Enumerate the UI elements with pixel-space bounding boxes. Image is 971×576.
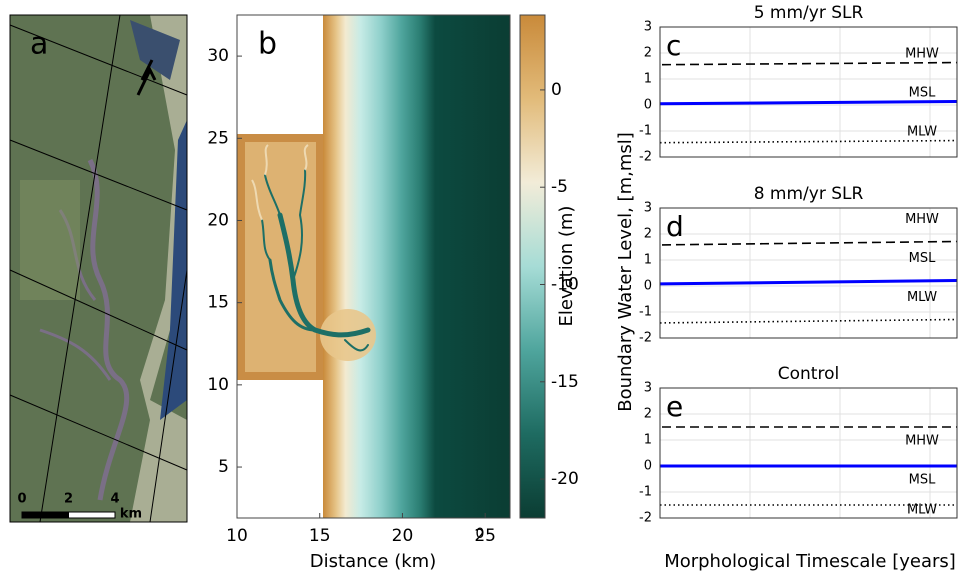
- plot-frame: [659, 26, 958, 158]
- scale-segment: [68, 511, 116, 519]
- y-tick-label: -1: [639, 305, 652, 320]
- y-tick-label: 0: [644, 459, 652, 474]
- plot-frame: [659, 207, 958, 339]
- series-label: MSL: [909, 251, 936, 266]
- y-tick-label: 0: [644, 98, 652, 113]
- colorbar-tick-label: -10: [551, 274, 579, 294]
- y-tick-label: 2: [644, 46, 652, 61]
- y-tick-label: 5: [218, 457, 229, 477]
- series-label: MHW: [905, 212, 939, 227]
- chart-title: 8 mm/yr SLR: [754, 184, 864, 204]
- panel: -2-10123050100150200MHWMSLMLWControle: [476, 364, 958, 542]
- y-tick-label: 3: [644, 201, 652, 216]
- scale-tick-label: 4: [110, 492, 119, 507]
- y-tick-label: -2: [639, 331, 652, 346]
- elevation-map: [237, 15, 510, 518]
- panel: -2 -1 0 1 2 3 MHW MSL MLW 5 mm/yr SLR c: [639, 3, 958, 165]
- y-tick-label: 1: [644, 72, 652, 87]
- panel-label: d: [666, 210, 684, 243]
- colorbar-label: Elevation (m): [556, 206, 577, 327]
- x-tick-label: 20: [392, 526, 414, 546]
- y-tick-label: 2: [644, 407, 652, 422]
- x-tick-label: 15: [309, 526, 331, 546]
- colorbar-tick-label: 0: [551, 80, 562, 100]
- y-tick-label: 30: [207, 46, 229, 66]
- x-axis-label: Morphological Timescale [years]: [664, 551, 956, 572]
- panel-label: a: [30, 27, 48, 62]
- y-tick-label: -1: [639, 124, 652, 139]
- panel-label: e: [666, 390, 683, 423]
- x-tick-label: 0: [476, 526, 485, 542]
- colorbar-tick-label: -20: [551, 469, 579, 489]
- panel: -2 -1 0 1 2 3 MHW MSL MLW 8 mm/yr SLR d: [639, 184, 958, 346]
- y-tick-label: 25: [207, 128, 229, 148]
- scale-segment: [21, 511, 69, 519]
- series-label: MSL: [909, 473, 936, 488]
- series-label: MHW: [905, 434, 939, 449]
- chart-title: Control: [778, 364, 839, 384]
- colorbar-tick-label: -5: [551, 177, 568, 197]
- y-tick-label: 1: [644, 253, 652, 268]
- x-axis-label: Distance (km): [310, 551, 436, 572]
- y-tick-label: 0: [644, 279, 652, 294]
- plot-frame: [659, 387, 958, 519]
- series-label: MLW: [907, 290, 937, 305]
- y-tick-label: 1: [644, 433, 652, 448]
- panel-label: b: [258, 27, 277, 62]
- series-label: MHW: [905, 47, 939, 62]
- series-label: MLW: [907, 125, 937, 140]
- colorbar: [519, 14, 546, 519]
- map-frame: [236, 14, 511, 519]
- y-tick-label: 15: [207, 293, 229, 313]
- scale-unit: km: [120, 507, 142, 522]
- y-tick-label: -1: [639, 485, 652, 500]
- y-tick-label: 3: [644, 381, 652, 396]
- y-tick-label: -2: [639, 150, 652, 165]
- y-tick-label: 2: [644, 227, 652, 242]
- series-line: [660, 240, 957, 246]
- series-label: MLW: [907, 503, 937, 518]
- x-tick-label: 25: [474, 526, 496, 546]
- y-tick-label: 3: [644, 20, 652, 35]
- colorbar-tick-label: -15: [551, 372, 579, 392]
- panel-label: c: [666, 29, 681, 62]
- y-tick-label: -2: [639, 511, 652, 526]
- scale-tick-label: 0: [17, 492, 26, 507]
- chart-title: 5 mm/yr SLR: [754, 3, 864, 23]
- x-tick-label: 10: [226, 526, 248, 546]
- y-axis-label: Boundary Water Level, [m,msl]: [615, 132, 636, 412]
- series-label: MSL: [909, 86, 936, 101]
- y-tick-label: 20: [207, 210, 229, 230]
- y-tick-label: 10: [207, 375, 229, 395]
- scale-tick-label: 2: [64, 492, 73, 507]
- aerial-photo: [9, 14, 188, 523]
